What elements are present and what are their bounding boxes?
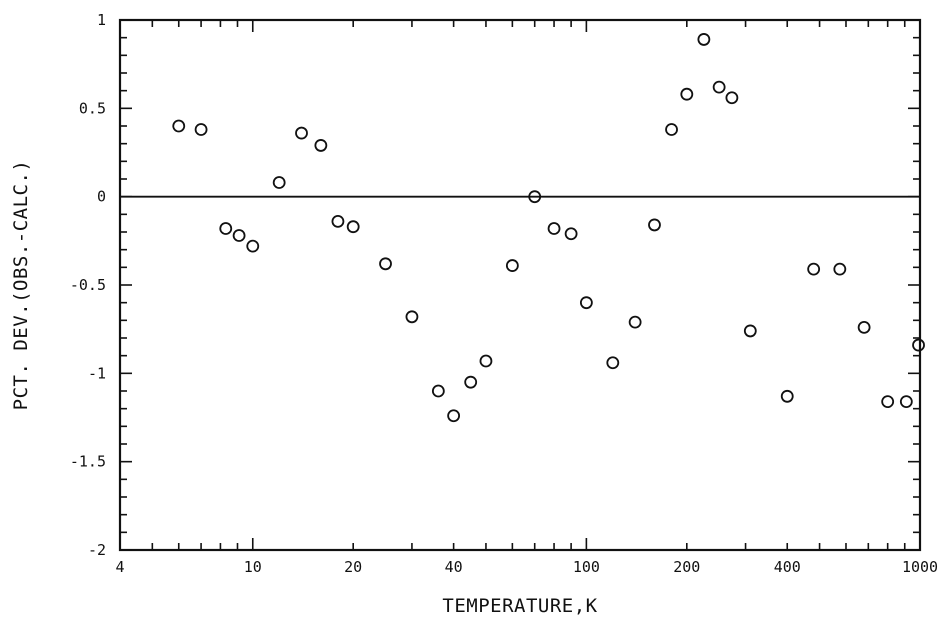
y-tick-label: -1 xyxy=(88,364,106,382)
data-point xyxy=(172,119,186,133)
data-point xyxy=(346,220,360,234)
data-point xyxy=(564,227,578,241)
data-point xyxy=(725,91,739,105)
data-points xyxy=(172,33,925,423)
data-point xyxy=(405,310,419,324)
data-point xyxy=(697,33,711,46)
data-point xyxy=(665,123,678,136)
data-point xyxy=(219,222,233,235)
y-tick-label: -2 xyxy=(88,541,106,559)
data-point xyxy=(780,389,794,403)
x-tick-label: 200 xyxy=(673,558,700,576)
data-point xyxy=(246,239,260,253)
x-tick-label: 40 xyxy=(445,558,463,576)
data-point xyxy=(272,176,286,189)
data-point xyxy=(857,320,871,334)
y-axis-title: PCT. DEV.(OBS.-CALC.) xyxy=(10,160,32,411)
data-point xyxy=(464,375,478,389)
data-point xyxy=(899,395,913,409)
data-point xyxy=(606,356,620,370)
data-point xyxy=(295,126,308,140)
data-point xyxy=(331,214,345,228)
data-point xyxy=(505,259,519,272)
y-tick-label: 1 xyxy=(97,11,106,29)
data-point xyxy=(807,262,821,276)
y-tick-label: -0.5 xyxy=(70,276,106,294)
data-point xyxy=(447,409,461,423)
x-tick-label: 100 xyxy=(573,558,600,576)
data-point xyxy=(743,324,757,338)
data-point xyxy=(547,222,561,235)
data-point xyxy=(648,218,661,232)
data-point xyxy=(232,229,246,242)
data-point xyxy=(833,262,847,276)
x-tick-label: 20 xyxy=(344,558,362,576)
y-axis-ticks xyxy=(120,19,920,551)
y-tick-label: 0.5 xyxy=(79,99,106,117)
y-tick-label: 0 xyxy=(97,188,106,206)
data-point xyxy=(431,384,445,398)
data-point xyxy=(314,139,328,152)
data-point xyxy=(579,296,593,310)
data-point xyxy=(528,190,542,204)
x-tick-label: 4 xyxy=(115,558,124,576)
data-point xyxy=(194,123,208,136)
data-point xyxy=(628,315,642,329)
x-tick-label: 10 xyxy=(244,558,262,576)
data-point xyxy=(379,257,392,271)
x-tick-label: 1000 xyxy=(902,558,938,576)
y-tick-labels: 1 0.5 0 -0.5 -1 -1.5 -2 xyxy=(70,11,106,559)
plot-border xyxy=(118,18,922,552)
y-tick-label: -1.5 xyxy=(70,453,106,471)
data-point xyxy=(680,87,694,101)
data-point xyxy=(479,354,493,368)
data-point xyxy=(881,395,895,409)
x-axis-title: TEMPERATURE,K xyxy=(442,595,597,617)
x-tick-labels: 4 10 20 40 100 200 400 1000 xyxy=(115,558,938,576)
plot-frame xyxy=(118,18,922,552)
data-point xyxy=(912,338,925,352)
x-axis-ticks xyxy=(119,20,921,550)
data-point xyxy=(712,80,726,94)
x-tick-label: 400 xyxy=(774,558,801,576)
